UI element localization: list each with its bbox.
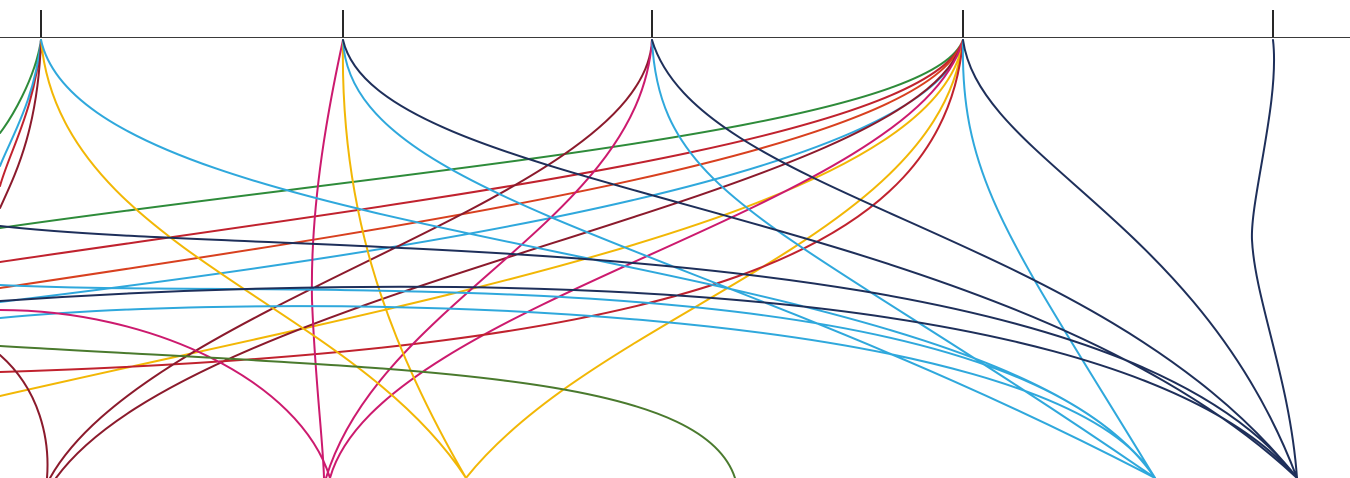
flow-navy-top4-bottom [962, 39, 1298, 478]
flow-curves [0, 39, 1298, 478]
flow-cyan-top4-bottom [961, 39, 1156, 478]
flow-crimson-top4-left-low [0, 39, 964, 373]
flow-yellow-top4-left [0, 39, 964, 397]
flow-yellow-top2-bottom [341, 39, 467, 478]
flow-maroon-top3-bottom [49, 39, 653, 478]
flow-cyan-top4-left [0, 39, 964, 303]
flow-olive-left-bottom [0, 345, 736, 478]
flow-green-top4-left [0, 39, 964, 229]
flow-magenta-top4-bottom [329, 39, 964, 478]
flow-navy-left-bottom-a [0, 285, 1298, 478]
flow-magenta-left-bottom [0, 309, 331, 478]
node-ticks [40, 10, 1274, 37]
flow-maroon-left-bottom [0, 354, 49, 478]
flow-navy-top5-bottom [1250, 39, 1298, 478]
flow-yellow-top1-bottom [40, 39, 467, 478]
flow-cyan-left-bottom-b [0, 305, 1156, 478]
flow-cyan-left-bottom-a [0, 284, 1156, 478]
flow-cyan-top2-bottom [342, 39, 1156, 478]
flow-navy-left-bottom [0, 225, 1298, 478]
flow-navy-top3-bottom [651, 39, 1298, 478]
flow-magenta-top3-bottom [325, 39, 653, 478]
flow-cyan-top3-bottom [651, 39, 1156, 478]
flow-maroon-top4-bottom [55, 39, 964, 478]
flow-orange-top4-left [0, 39, 964, 289]
flow-magenta-top2-bottom [310, 39, 344, 478]
flow-crimson-top1-left [0, 39, 42, 187]
flow-cyan-top1-bottom [40, 39, 1156, 478]
flow-maroon-top1-left [0, 39, 42, 209]
flow-crimson-top4-left [0, 39, 964, 263]
flow-cyan-top1-left [0, 39, 42, 167]
flow-navy-top2-bottom [342, 39, 1298, 478]
flow-yellow-top4-bottom [465, 39, 964, 478]
